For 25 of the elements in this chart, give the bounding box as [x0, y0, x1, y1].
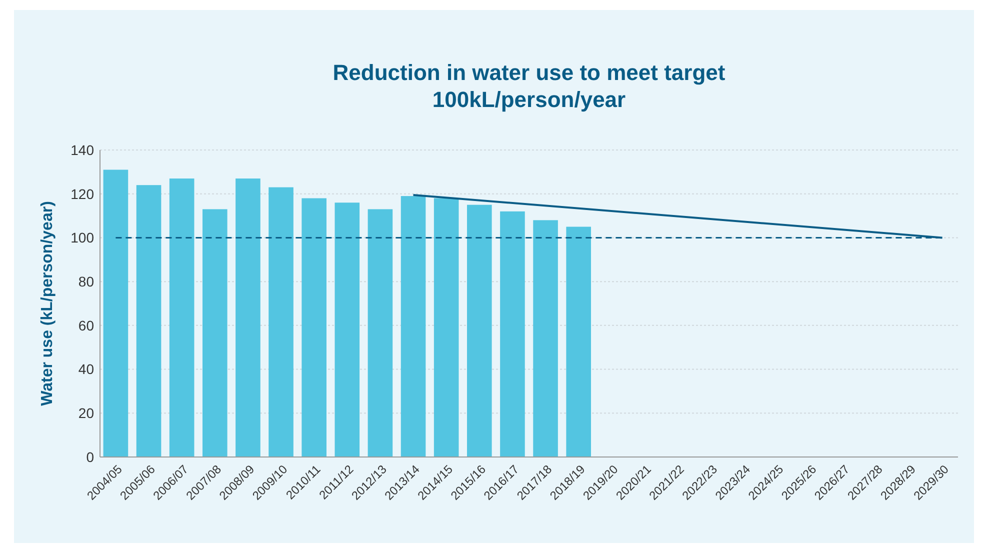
bar — [268, 187, 294, 457]
y-tick-label: 20 — [78, 405, 94, 422]
bar — [202, 209, 228, 457]
bar — [533, 220, 558, 457]
bar — [434, 198, 459, 457]
y-tick-label: 80 — [78, 273, 94, 290]
bar — [136, 185, 162, 457]
bar — [500, 211, 525, 457]
bar — [368, 209, 393, 457]
bar — [467, 204, 492, 457]
bar — [400, 196, 426, 457]
bar — [236, 178, 260, 457]
y-axis-title: Water use (kL/person/year) — [39, 201, 56, 406]
bar — [103, 170, 128, 457]
y-tick-label: 100 — [70, 230, 94, 246]
y-tick-label: 60 — [78, 317, 94, 334]
bar — [169, 178, 194, 457]
bar — [302, 198, 326, 457]
bar — [566, 226, 591, 457]
chart-title: Reduction in water use to meet target 100kL/person/year — [332, 60, 726, 112]
y-tick-label: 120 — [70, 186, 94, 202]
y-tick-label: 0 — [86, 448, 94, 465]
y-tick-label: 40 — [78, 361, 94, 378]
y-tick-label: 140 — [70, 142, 94, 158]
bar — [334, 202, 360, 457]
